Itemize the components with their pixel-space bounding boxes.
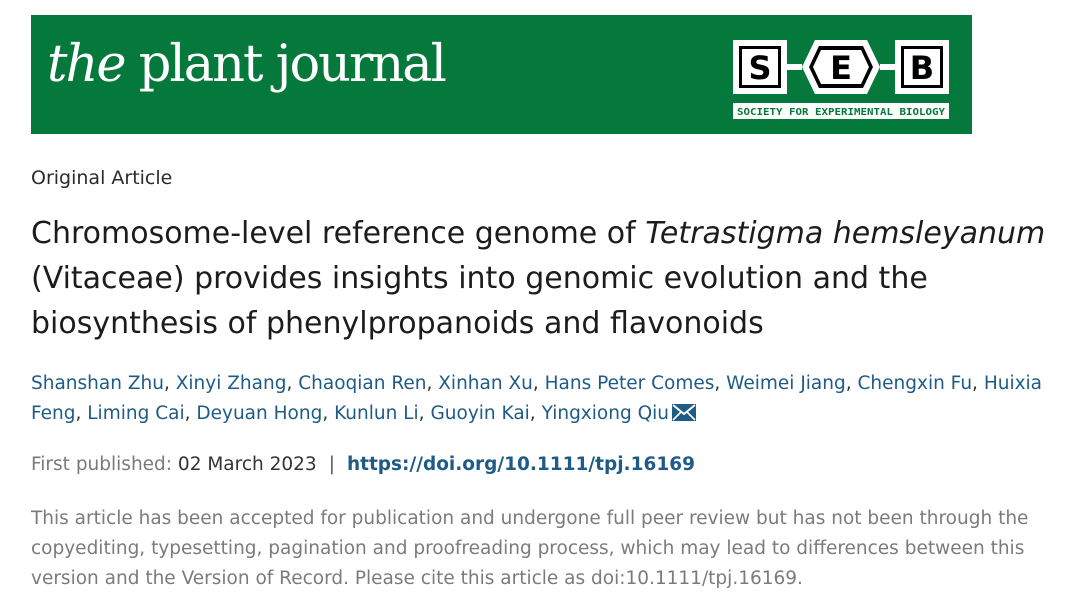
separator: |	[328, 454, 335, 475]
seb-letter-b: B	[910, 49, 934, 87]
author-separator: ,	[972, 373, 984, 394]
journal-logo-name: plant journal	[124, 35, 447, 94]
author-separator: ,	[75, 403, 88, 424]
title-text-1: Chromosome-level reference genome of	[31, 216, 646, 251]
doi-link[interactable]: https://doi.org/10.1111/tpj.16169	[346, 454, 695, 475]
author-link[interactable]: Weimei Jiang	[726, 373, 846, 394]
seb-logo[interactable]: S E B SOCIETY FOR EXPERIMENTAL BIOLOGY	[730, 35, 958, 125]
author-separator: ,	[286, 373, 299, 394]
author-link[interactable]: Chaoqian Ren	[298, 373, 427, 394]
accepted-article-notice: This article has been accepted for publi…	[31, 508, 1029, 589]
author-list: Shanshan Zhu, Xinyi Zhang, Chaoqian Ren,…	[31, 369, 1051, 429]
author-separator: ,	[418, 403, 431, 424]
journal-banner[interactable]: the plant journal S E B SOCIETY FOR EXPE…	[31, 15, 972, 134]
author-link[interactable]: Chengxin Fu	[857, 373, 973, 394]
title-text-2: (Vitaceae) provides insights into genomi…	[31, 261, 928, 341]
first-published-date: 02 March 2023	[177, 454, 317, 475]
author-link[interactable]: Xinyi Zhang	[175, 373, 287, 394]
author-link[interactable]: Shanshan Zhu	[31, 373, 164, 394]
journal-logo[interactable]: the plant journal	[47, 35, 447, 95]
seb-logo-shapes	[733, 40, 949, 119]
author-link[interactable]: Guoyin Kai	[430, 403, 530, 424]
publication-info: First published: 02 March 2023 | https://d…	[31, 451, 695, 479]
author-separator: ,	[529, 403, 542, 424]
author-link[interactable]: Liming Cai	[87, 403, 185, 424]
seb-letter-e: E	[830, 49, 852, 87]
seb-tagline: SOCIETY FOR EXPERIMENTAL BIOLOGY	[737, 107, 945, 118]
author-link[interactable]: Kunlun Li	[334, 403, 419, 424]
author-separator: ,	[714, 373, 727, 394]
author-link[interactable]: Huixia Feng	[31, 373, 1043, 424]
author-link[interactable]: Xinhan Xu	[438, 373, 533, 394]
author-separator: ,	[163, 373, 176, 394]
author-link[interactable]: Deyuan Hong	[196, 403, 323, 424]
author-separator: ,	[532, 373, 545, 394]
article-title: Chromosome-level reference genome of Tet…	[31, 211, 1071, 346]
author-link[interactable]: Hans Peter Comes	[544, 373, 715, 394]
author-separator: ,	[426, 373, 439, 394]
seb-letter-s: S	[748, 49, 771, 87]
author-separator: ,	[322, 403, 335, 424]
journal-logo-the: the	[47, 35, 127, 94]
envelope-icon[interactable]	[672, 404, 696, 421]
first-published-label: First published:	[31, 454, 173, 475]
title-species: Tetrastigma hemsleyanum	[645, 216, 1046, 251]
article-section-label: Original Article	[31, 167, 173, 189]
author-link[interactable]: Yingxiong Qiu	[541, 403, 669, 424]
author-separator: ,	[184, 403, 197, 424]
author-separator: ,	[845, 373, 858, 394]
